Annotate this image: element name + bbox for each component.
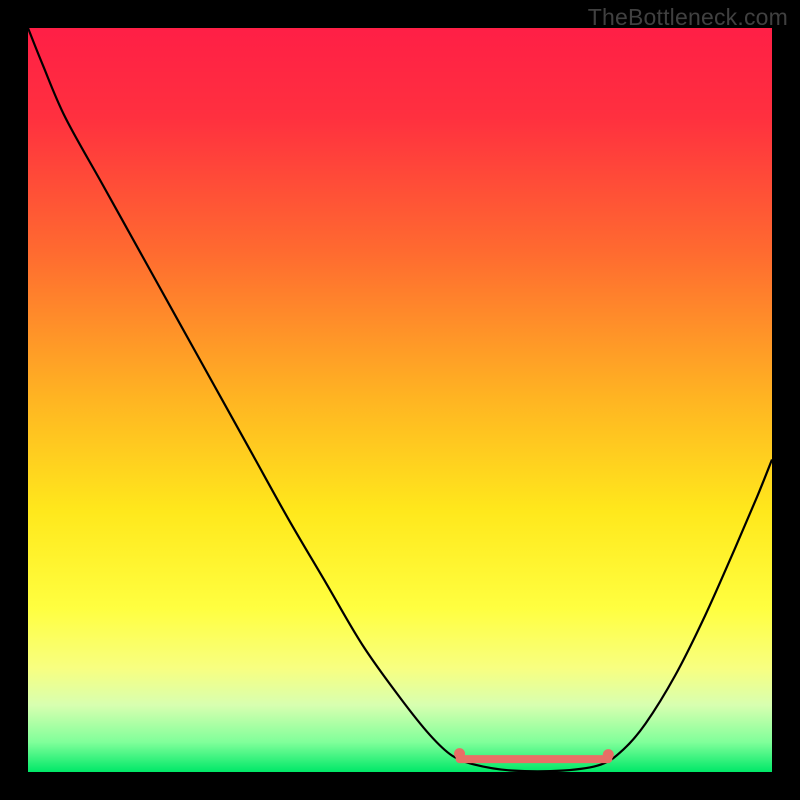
optimal-segment-left-dot [454,748,465,759]
optimal-segment-right-dot [603,749,614,760]
bottleneck-curve [28,28,772,771]
plot-area [28,28,772,772]
watermark-text: TheBottleneck.com [588,4,788,31]
curve-layer [28,28,772,772]
